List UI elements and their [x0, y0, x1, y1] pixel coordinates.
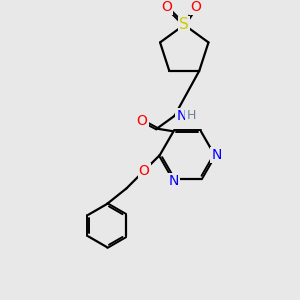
Text: O: O [137, 114, 148, 128]
Text: N: N [212, 148, 222, 162]
Text: H: H [186, 110, 196, 122]
Text: S: S [179, 17, 189, 32]
Text: N: N [176, 109, 187, 123]
Text: O: O [161, 0, 172, 14]
Text: N: N [168, 174, 179, 188]
Text: O: O [190, 0, 202, 14]
Text: O: O [139, 164, 150, 178]
